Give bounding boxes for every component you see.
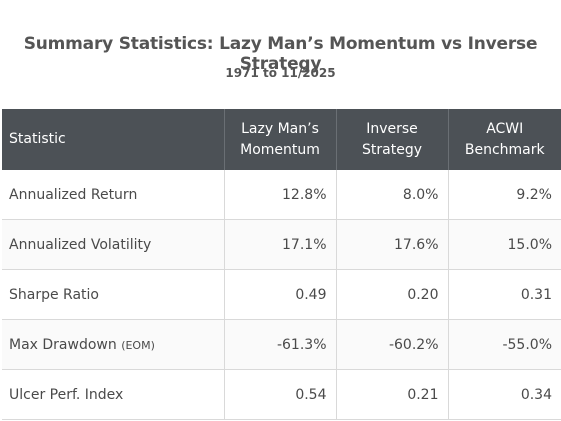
- table-row: Max Drawdown (EOM) -61.3% -60.2% -55.0%: [2, 319, 561, 370]
- column-header-text: ACWI Benchmark: [464, 120, 545, 158]
- row-label-text: Sharpe Ratio: [9, 286, 99, 303]
- row-label-text: Annualized Return: [9, 186, 138, 203]
- table-cell: -55.0%: [447, 319, 561, 370]
- table-row: Annualized Volatility 17.1% 17.6% 15.0%: [2, 219, 561, 270]
- row-label-text: Max Drawdown: [9, 336, 117, 353]
- table-row: Annualized Return 12.8% 8.0% 9.2%: [2, 170, 561, 220]
- page-title: Summary Statistics: Lazy Man’s Momentum …: [23, 34, 538, 74]
- table-cell: 15.0%: [447, 219, 561, 270]
- table-cell: 0.54: [223, 369, 337, 420]
- row-label: Annualized Volatility: [2, 219, 225, 270]
- table-header-row: Statistic Lazy Man’s Momentum Inverse St…: [2, 109, 561, 170]
- row-label: Max Drawdown (EOM): [2, 319, 225, 370]
- table-row: Ulcer Perf. Index 0.54 0.21 0.34: [2, 369, 561, 420]
- column-header-text: Inverse Strategy: [362, 120, 422, 158]
- row-label: Annualized Return: [2, 170, 225, 220]
- summary-statistics-table: Statistic Lazy Man’s Momentum Inverse St…: [2, 109, 561, 420]
- column-header-acwi-benchmark: ACWI Benchmark: [448, 109, 561, 170]
- row-label-text: Ulcer Perf. Index: [9, 386, 124, 403]
- row-label-text: Annualized Volatility: [9, 236, 152, 253]
- table-cell: 17.6%: [335, 219, 449, 270]
- column-header-statistic: Statistic: [2, 109, 225, 170]
- column-header-lazy-mans-momentum: Lazy Man’s Momentum: [224, 109, 337, 170]
- page-subtitle: 1971 to 11/2025: [225, 66, 336, 80]
- table-row: Sharpe Ratio 0.49 0.20 0.31: [2, 269, 561, 320]
- column-header-text: Lazy Man’s Momentum: [240, 120, 320, 158]
- table-cell: -60.2%: [335, 319, 449, 370]
- row-label: Ulcer Perf. Index: [2, 369, 225, 420]
- column-header-inverse-strategy: Inverse Strategy: [336, 109, 449, 170]
- row-label-note: (EOM): [121, 338, 155, 352]
- table-cell: 12.8%: [223, 170, 337, 220]
- table-cell: 17.1%: [223, 219, 337, 270]
- table-cell: 0.31: [447, 269, 561, 320]
- table-cell: 0.34: [447, 369, 561, 420]
- table-cell: 9.2%: [447, 170, 561, 220]
- table-cell: 8.0%: [335, 170, 449, 220]
- table-cell: 0.20: [335, 269, 449, 320]
- row-label: Sharpe Ratio: [2, 269, 225, 320]
- table-cell: -61.3%: [223, 319, 337, 370]
- table-cell: 0.49: [223, 269, 337, 320]
- table-cell: 0.21: [335, 369, 449, 420]
